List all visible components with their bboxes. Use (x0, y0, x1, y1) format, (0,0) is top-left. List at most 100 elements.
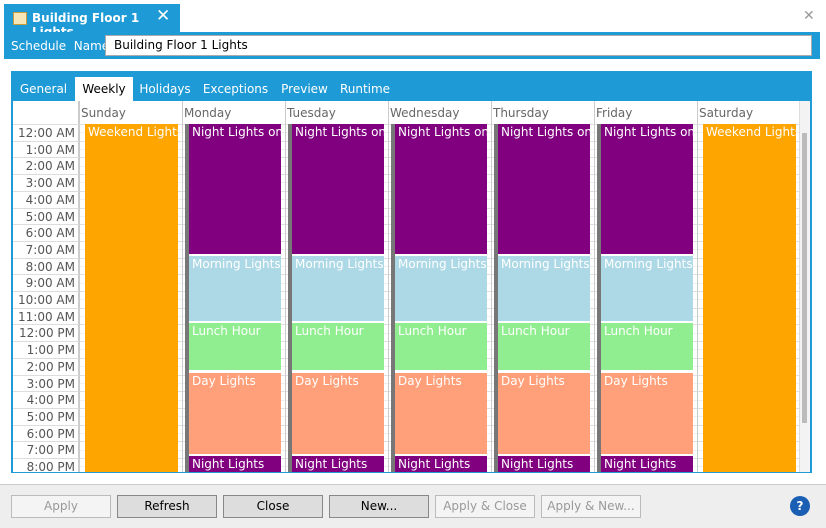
button: Apply & New... (541, 495, 641, 518)
time-row-line (13, 341, 79, 343)
time-label: 5:00 AM (25, 209, 75, 224)
time-label: 10:00 AM (18, 293, 75, 307)
schedule-event[interactable]: Day Lights (395, 373, 487, 454)
time-label: 6:00 AM (25, 226, 75, 241)
button[interactable]: New... (329, 495, 429, 518)
day-stripe (494, 124, 498, 472)
schedule-event[interactable]: Morning Lights (601, 256, 693, 321)
window-close[interactable]: ✕ (803, 8, 815, 24)
time-label: 2:00 PM (26, 359, 75, 374)
schedule-event[interactable]: Morning Lights (189, 256, 281, 321)
time-row-line (13, 324, 79, 326)
schedule-event[interactable]: Day Lights (189, 373, 281, 454)
day-header: Monday (184, 106, 232, 120)
schedule-event[interactable]: Morning Lights (498, 256, 590, 321)
day-header: Friday (596, 106, 633, 120)
day-stripe (288, 124, 292, 472)
button[interactable]: Refresh (117, 495, 217, 518)
calendar-icon (13, 12, 27, 25)
schedule-event[interactable]: Weekend Lights (703, 124, 796, 472)
time-label: 9:00 AM (25, 276, 75, 291)
name-label: Schedule Name: (11, 39, 114, 53)
time-row-line (13, 224, 79, 226)
schedule-event[interactable]: Morning Lights (395, 256, 487, 321)
help-button[interactable]: ? (790, 496, 810, 516)
button: Apply (11, 495, 111, 518)
schedule-event[interactable]: Night Lights (601, 456, 693, 472)
day-header: Thursday (493, 106, 549, 120)
schedule-event[interactable]: Day Lights (601, 373, 693, 454)
schedule-event[interactable]: Lunch Hour (292, 323, 384, 370)
day-separator (79, 101, 80, 472)
schedule-event[interactable]: Night Lights on (601, 124, 693, 254)
tab[interactable]: Exceptions (202, 82, 269, 96)
document-tab[interactable]: Building Floor 1 Lights ✕ (4, 4, 180, 39)
tab[interactable]: General (19, 82, 68, 96)
schedule-event[interactable]: Night Lights on (189, 124, 281, 254)
schedule-event[interactable]: Night Lights (498, 456, 590, 472)
day-stripe (597, 124, 601, 472)
time-row-line (13, 357, 79, 359)
time-row-line (13, 240, 79, 242)
name-bar: Schedule Name: Building Floor 1 Lights (4, 32, 820, 59)
time-row-line (13, 374, 79, 376)
time-label: 8:00 AM (25, 259, 75, 274)
schedule-event[interactable]: Day Lights (498, 373, 590, 454)
tab[interactable]: Preview (281, 82, 328, 96)
time-label: 4:00 AM (25, 192, 75, 207)
button[interactable]: Close (223, 495, 323, 518)
time-row-line (13, 407, 79, 409)
time-label: 5:00 PM (26, 409, 75, 424)
day-header: Saturday (699, 106, 754, 120)
day-separator (594, 101, 595, 472)
day-separator (285, 101, 286, 472)
time-row-line (13, 190, 79, 192)
time-label: 12:00 AM (18, 126, 75, 140)
schedule-event[interactable]: Night Lights (395, 456, 487, 472)
time-column (13, 101, 79, 472)
time-row-line (13, 458, 79, 459)
time-label: 1:00 PM (26, 343, 75, 358)
schedule-event[interactable]: Day Lights (292, 373, 384, 454)
schedule-event[interactable]: Night Lights (292, 456, 384, 472)
schedule-event[interactable]: Lunch Hour (395, 323, 487, 370)
day-header: Wednesday (390, 106, 460, 120)
schedule-event[interactable]: Weekend Lights (85, 124, 178, 472)
time-label: 3:00 PM (26, 376, 75, 391)
time-row-line (13, 140, 79, 142)
time-row-line (13, 124, 79, 125)
schedule-event[interactable]: Lunch Hour (189, 323, 281, 370)
tab-panel: 12:00 AM 1:00 AM 2:00 AM 3:00 AM 4:00 AM 5:00… (11, 71, 812, 473)
time-label: 11:00 AM (18, 309, 75, 324)
day-header: Sunday (81, 106, 126, 120)
schedule-event[interactable]: Lunch Hour (601, 323, 693, 370)
day-separator (491, 101, 492, 472)
day-separator (182, 101, 183, 472)
scroll-thumb[interactable] (802, 133, 807, 423)
schedule-event[interactable]: Lunch Hour (498, 323, 590, 370)
time-label: 2:00 AM (25, 159, 75, 174)
tab[interactable]: Weekly (75, 77, 133, 101)
day-stripe (391, 124, 395, 472)
time-label: 8:00 PM (26, 460, 75, 472)
time-label: 7:00 AM (25, 242, 75, 257)
time-row-line (13, 174, 79, 176)
time-row-line (13, 441, 79, 443)
schedule-event[interactable]: Night Lights (189, 456, 281, 472)
name-input[interactable]: Building Floor 1 Lights (105, 35, 812, 56)
time-row-line (13, 291, 79, 292)
time-label: 1:00 AM (25, 142, 75, 157)
time-label: 3:00 AM (25, 176, 75, 191)
tab[interactable]: Holidays (139, 82, 191, 96)
schedule-event[interactable]: Night Lights on (395, 124, 487, 254)
time-row-line (13, 157, 79, 159)
tab-close[interactable]: ✕ (156, 6, 171, 26)
time-row-line (13, 307, 79, 309)
button: Apply & Close (435, 495, 535, 518)
tab[interactable]: Runtime (339, 82, 391, 96)
schedule-event[interactable]: Night Lights on (292, 124, 384, 254)
schedule-event[interactable]: Night Lights on (498, 124, 590, 254)
time-row-line (13, 274, 79, 276)
schedule-event[interactable]: Morning Lights (292, 256, 384, 321)
